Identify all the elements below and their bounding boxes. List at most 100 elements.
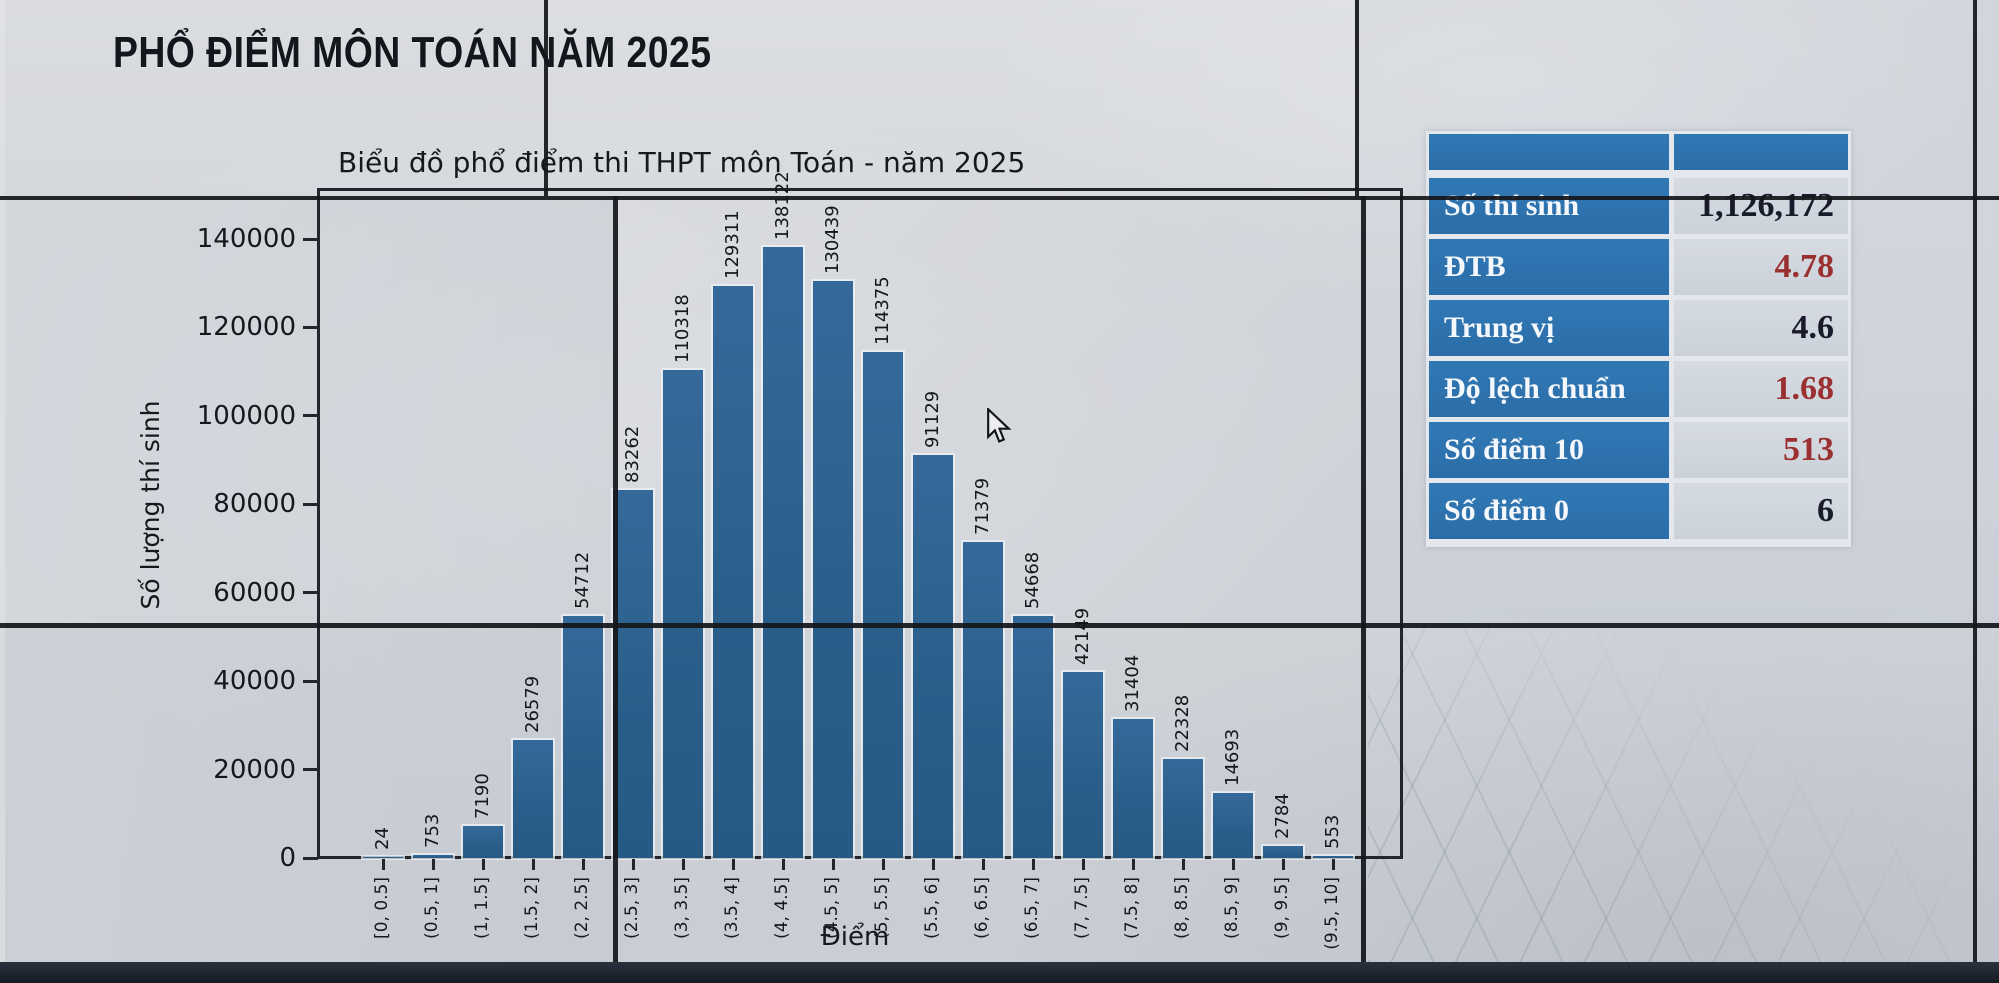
bar-value-label: 114375: [872, 276, 893, 345]
x-tick-label: (8.5, 9]: [1222, 877, 1242, 939]
bar-value-label: 83262: [622, 425, 643, 483]
x-tick-label: (1.5, 2]: [522, 877, 542, 939]
x-tick: [531, 859, 535, 870]
stat-label: Trung vị: [1429, 300, 1669, 356]
stat-value: 1.68: [1674, 361, 1848, 417]
bar-value-label: 2784: [1272, 793, 1293, 839]
wall-diamond-pattern: [1368, 628, 1973, 962]
x-tick-label: (5, 5.5]: [872, 877, 892, 939]
x-tick: [481, 859, 485, 870]
bar: [663, 370, 703, 858]
x-axis-title: Điểm: [820, 922, 890, 952]
x-tick-label: (6, 6.5]: [972, 877, 992, 939]
wall-panel: [546, 0, 1357, 199]
bar: [763, 247, 803, 858]
bar-value-label: 138122: [772, 171, 793, 240]
bar-value-label: 22328: [1172, 694, 1193, 752]
summary-stats-table: Số thí sinh 1,126,172 ĐTB 4.78 Trung vị 4.6 Độ…: [1426, 131, 1851, 547]
y-tick-label: 0: [279, 843, 296, 873]
mouse-cursor-icon: [987, 408, 1012, 443]
bar: [563, 616, 603, 858]
x-tick: [1031, 859, 1035, 870]
bar-value-label: 91129: [922, 390, 943, 448]
bar-value-label: 110318: [672, 294, 693, 363]
bar-value-label: 42149: [1072, 607, 1093, 665]
y-tick-label: 60000: [213, 577, 296, 608]
wall-seam-horizontal: [0, 623, 1999, 628]
x-tick-label: (9, 9.5]: [1272, 877, 1292, 939]
wall-seam-vertical: [1361, 196, 1366, 962]
chart-plot-frame: [317, 188, 1403, 859]
bar-value-label: 130439: [822, 205, 843, 274]
x-tick-label: (3, 3.5]: [672, 877, 692, 939]
bar: [413, 855, 453, 858]
x-tick-label: (4, 4.5]: [772, 877, 792, 939]
x-tick: [631, 859, 635, 870]
y-tick-label: 120000: [196, 312, 296, 343]
y-tick: [303, 414, 318, 418]
x-tick-label: (2.5, 3]: [622, 877, 642, 939]
y-tick-label: 100000: [196, 400, 296, 431]
x-tick-label: (0.5, 1]: [422, 877, 442, 939]
stat-label: Số thí sinh: [1429, 178, 1669, 234]
wall-panel: [1368, 624, 1999, 962]
x-tick-label: (4.5, 5]: [822, 877, 842, 939]
x-tick: [1081, 859, 1085, 870]
x-tick: [1231, 859, 1235, 870]
bar-value-label: 7190: [472, 773, 493, 819]
y-tick: [303, 325, 318, 329]
wall-seam-vertical: [613, 196, 618, 962]
table-header-cell: [1674, 134, 1848, 170]
stat-value: 4.78: [1674, 239, 1848, 295]
x-tick: [581, 859, 585, 870]
x-tick: [381, 859, 385, 870]
bar: [1313, 856, 1353, 858]
bar: [613, 490, 653, 858]
wall-panel: [0, 0, 546, 199]
x-tick-label: (9.5, 10]: [1322, 877, 1342, 950]
bar: [913, 455, 953, 858]
bar: [1063, 672, 1103, 858]
bar: [513, 740, 553, 858]
x-tick-label: (7, 7.5]: [1072, 877, 1092, 939]
x-tick-label: [0, 0.5]: [372, 877, 392, 939]
x-tick: [931, 859, 935, 870]
x-tick-label: (7.5, 8]: [1122, 877, 1142, 939]
wall-seam-vertical: [1973, 0, 1977, 962]
bar-value-label: 24: [372, 827, 393, 850]
wall-seam-horizontal: [0, 196, 1999, 200]
stat-value: 513: [1674, 422, 1848, 478]
x-tick-label: (2, 2.5]: [572, 877, 592, 939]
bar: [1263, 846, 1303, 858]
x-tick-label: (1, 1.5]: [472, 877, 492, 939]
stat-label: Số điểm 10: [1429, 422, 1669, 478]
x-tick: [881, 859, 885, 870]
bar: [713, 286, 753, 858]
y-tick: [303, 679, 318, 683]
x-tick: [681, 859, 685, 870]
wall-seam-vertical: [544, 0, 548, 196]
chart-title: Biểu đồ phổ điểm thi THPT môn Toán - năm…: [338, 146, 1026, 179]
x-tick-label: (6.5, 7]: [1022, 877, 1042, 939]
x-tick: [1181, 859, 1185, 870]
y-tick-label: 40000: [213, 666, 296, 697]
y-tick-label: 140000: [196, 224, 296, 254]
table-header-cell: [1429, 134, 1669, 170]
y-tick: [303, 237, 318, 241]
bar: [813, 281, 853, 858]
stat-value: 6: [1674, 483, 1848, 539]
x-tick-label: (3.5, 4]: [722, 877, 742, 939]
bar: [1213, 793, 1253, 858]
stat-value: 1,126,172: [1674, 178, 1848, 234]
bar: [963, 542, 1003, 858]
stat-label: ĐTB: [1429, 239, 1669, 295]
bar-value-label: 54668: [1022, 551, 1043, 609]
x-tick: [1281, 859, 1285, 870]
bar-value-label: 14693: [1222, 728, 1243, 786]
wall-seam-vertical: [1355, 0, 1359, 196]
x-tick: [731, 859, 735, 870]
x-tick: [781, 859, 785, 870]
stat-label: Độ lệch chuẩn: [1429, 361, 1669, 417]
bar-value-label: 753: [422, 813, 443, 848]
bar: [1013, 616, 1053, 858]
